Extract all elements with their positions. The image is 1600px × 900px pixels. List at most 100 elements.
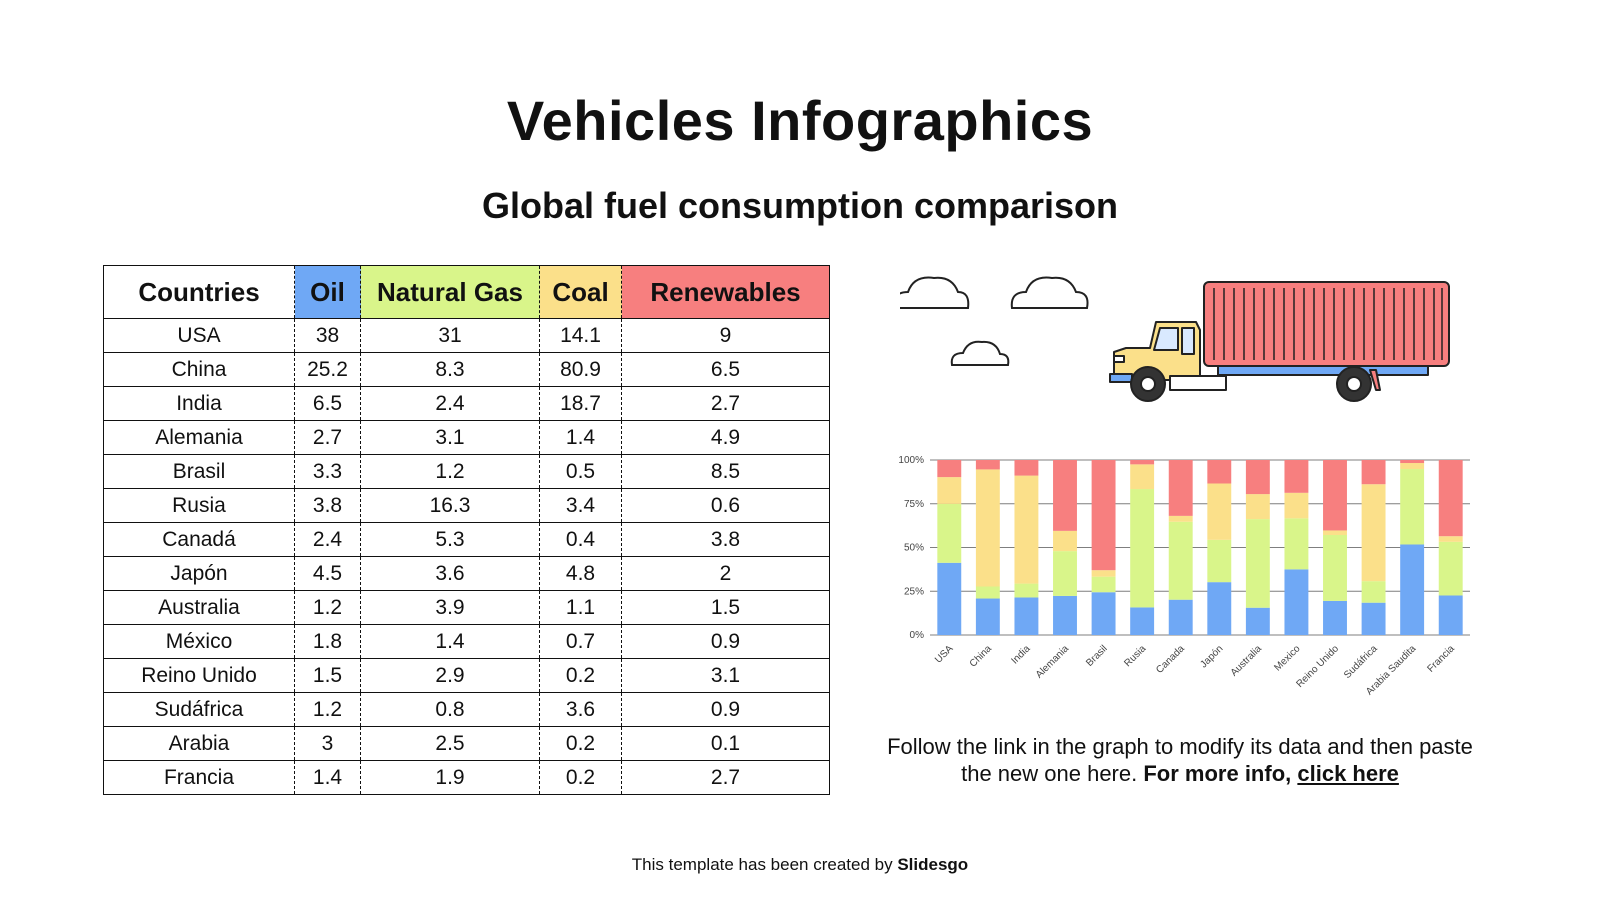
info-note: Follow the link in the graph to modify i… bbox=[870, 733, 1490, 787]
bar-segment[interactable] bbox=[975, 598, 1000, 635]
bar-segment[interactable] bbox=[1323, 535, 1347, 601]
cell-natural-gas: 3.9 bbox=[360, 590, 540, 625]
y-tick-label: 25% bbox=[904, 586, 924, 597]
stacked-bar-chart[interactable]: 0% 25% 50% 75% 100% USA China India Alemania Bra… bbox=[890, 450, 1510, 700]
cell-country: Brasil bbox=[103, 454, 295, 489]
bar-segment[interactable] bbox=[1284, 492, 1309, 519]
cell-natural-gas: 31 bbox=[360, 318, 540, 353]
table-row: Reino Unido 1.5 2.9 0.2 3.1 bbox=[103, 658, 830, 693]
bar-segment[interactable] bbox=[1323, 460, 1347, 531]
page-subtitle: Global fuel consumption comparison bbox=[481, 185, 1119, 226]
click-here-link[interactable]: click here bbox=[1297, 761, 1399, 786]
cell-oil: 1.4 bbox=[294, 760, 361, 795]
bar-segment[interactable] bbox=[1361, 581, 1386, 603]
x-tick-label: Francia bbox=[1425, 643, 1457, 675]
bar-segment[interactable] bbox=[1400, 469, 1425, 545]
bar-segment[interactable] bbox=[1400, 544, 1425, 635]
bar-segment[interactable] bbox=[1400, 463, 1425, 470]
cell-renewables: 3.1 bbox=[621, 658, 830, 693]
cell-natural-gas: 1.9 bbox=[360, 760, 540, 795]
bar-segment[interactable] bbox=[1014, 597, 1039, 635]
bar-segment[interactable] bbox=[937, 503, 962, 563]
bar-segment[interactable] bbox=[937, 460, 962, 478]
bar-segment[interactable] bbox=[1091, 592, 1116, 635]
bar-segment[interactable] bbox=[1091, 460, 1116, 571]
bar-segment[interactable] bbox=[1130, 460, 1155, 465]
bar-segment[interactable] bbox=[1284, 460, 1309, 493]
x-tick-label: China bbox=[968, 643, 995, 670]
bar-segment[interactable] bbox=[1014, 460, 1039, 476]
bar-segment[interactable] bbox=[1361, 602, 1386, 635]
cell-country: Australia bbox=[103, 590, 295, 625]
table-row: China 25.2 8.3 80.9 6.5 bbox=[103, 352, 830, 387]
y-tick-label: 75% bbox=[904, 499, 924, 510]
table-row: Sudáfrica 1.2 0.8 3.6 0.9 bbox=[103, 692, 830, 727]
cell-renewables: 3.8 bbox=[621, 522, 830, 557]
bar-segment[interactable] bbox=[1207, 539, 1232, 583]
bar-segment[interactable] bbox=[1168, 521, 1193, 600]
bar-segment[interactable] bbox=[1361, 484, 1386, 582]
bar-segment[interactable] bbox=[1053, 595, 1077, 635]
bar-segment[interactable] bbox=[1207, 582, 1232, 635]
x-tick-label: India bbox=[1009, 643, 1032, 666]
bar-segment[interactable] bbox=[1284, 569, 1309, 635]
table-row: USA 38 31 14.1 9 bbox=[103, 318, 830, 353]
bar-segment[interactable] bbox=[1323, 530, 1347, 535]
bar-segment[interactable] bbox=[1438, 460, 1463, 537]
bar-segment[interactable] bbox=[937, 477, 962, 504]
bar-segment[interactable] bbox=[1245, 607, 1270, 635]
cloud-icon bbox=[1010, 276, 1089, 309]
cell-coal: 1.1 bbox=[539, 590, 622, 625]
bar-segment[interactable] bbox=[975, 586, 1000, 599]
bar-segment[interactable] bbox=[975, 469, 1000, 587]
cell-country: Francia bbox=[103, 760, 295, 795]
table-row: India 6.5 2.4 18.7 2.7 bbox=[103, 386, 830, 421]
cell-coal: 0.5 bbox=[539, 454, 622, 489]
table-row: Alemania 2.7 3.1 1.4 4.9 bbox=[103, 420, 830, 455]
bar-segment[interactable] bbox=[1323, 600, 1347, 635]
bar-segment[interactable] bbox=[1130, 464, 1155, 490]
cell-coal: 0.7 bbox=[539, 624, 622, 659]
cell-oil: 38 bbox=[294, 318, 361, 353]
table-header-row: Countries Oil Natural Gas Coal Renewable… bbox=[103, 265, 830, 319]
bar-segment[interactable] bbox=[1091, 576, 1116, 593]
bar-segment[interactable] bbox=[937, 562, 962, 635]
bar-segment[interactable] bbox=[1245, 460, 1270, 495]
bar-segment[interactable] bbox=[1130, 607, 1155, 635]
bar-segment[interactable] bbox=[1207, 460, 1232, 484]
bar-segment[interactable] bbox=[1438, 541, 1463, 596]
bar-segment[interactable] bbox=[975, 460, 1000, 470]
cell-coal: 3.6 bbox=[539, 692, 622, 727]
bar-segment[interactable] bbox=[1014, 583, 1039, 598]
bar-segment[interactable] bbox=[1438, 536, 1463, 542]
bar-segment[interactable] bbox=[1245, 519, 1270, 608]
bar-segment[interactable] bbox=[1091, 570, 1116, 577]
bar-segment[interactable] bbox=[1361, 460, 1386, 485]
cell-renewables: 2 bbox=[621, 556, 830, 591]
bar-segment[interactable] bbox=[1053, 551, 1077, 596]
cell-natural-gas: 8.3 bbox=[360, 352, 540, 387]
cell-oil: 4.5 bbox=[294, 556, 361, 591]
bar-segment[interactable] bbox=[1168, 515, 1193, 522]
cell-oil: 3 bbox=[294, 726, 361, 761]
bar-segment[interactable] bbox=[1400, 460, 1425, 464]
bar-segment[interactable] bbox=[1284, 518, 1309, 570]
bar-segment[interactable] bbox=[1053, 530, 1077, 552]
fuel-chart[interactable]: 0% 25% 50% 75% 100% USA China India Alemania Bra… bbox=[890, 450, 1510, 700]
cell-country: China bbox=[103, 352, 295, 387]
cell-natural-gas: 3.6 bbox=[360, 556, 540, 591]
info-note-text: Follow the link in the graph to modify i… bbox=[887, 734, 1473, 786]
cell-natural-gas: 2.9 bbox=[360, 658, 540, 693]
table-row: Arabia 3 2.5 0.2 0.1 bbox=[103, 726, 830, 761]
bar-segment[interactable] bbox=[1438, 595, 1463, 635]
bar-segment[interactable] bbox=[1130, 489, 1155, 608]
bar-segment[interactable] bbox=[1053, 460, 1077, 531]
bar-segment[interactable] bbox=[1168, 599, 1193, 635]
fuel-table: Countries Oil Natural Gas Coal Renewable… bbox=[103, 265, 830, 795]
bar-segment[interactable] bbox=[1168, 460, 1193, 516]
cell-country: Canadá bbox=[103, 522, 295, 557]
bar-segment[interactable] bbox=[1245, 494, 1270, 520]
cell-natural-gas: 1.4 bbox=[360, 624, 540, 659]
bar-segment[interactable] bbox=[1207, 483, 1232, 540]
bar-segment[interactable] bbox=[1014, 475, 1039, 584]
